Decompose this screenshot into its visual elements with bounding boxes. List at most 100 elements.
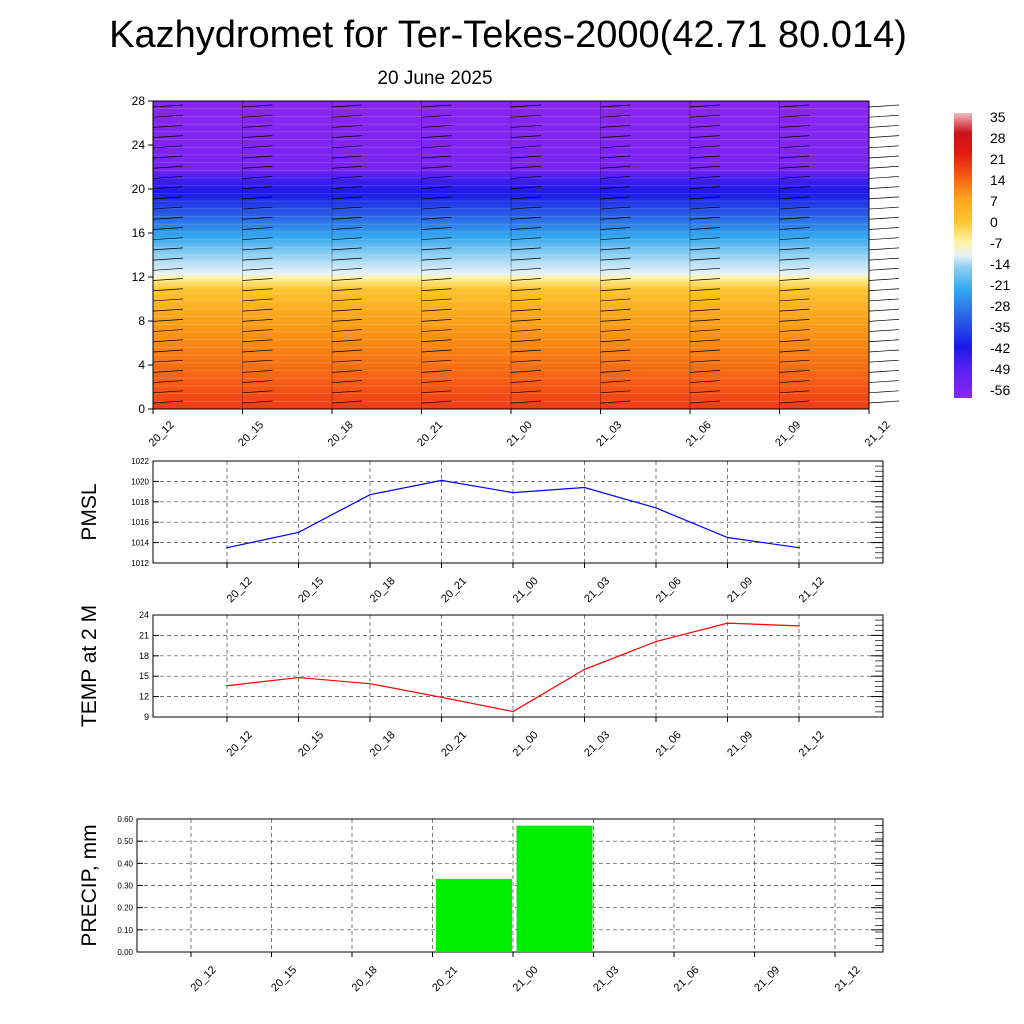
- x-tick-label: 20_15: [296, 575, 326, 605]
- wind-barb: [689, 125, 721, 128]
- wind-barb: [510, 400, 542, 404]
- wind-barb: [152, 359, 184, 363]
- wind-barb: [600, 114, 631, 118]
- wind-barb: [152, 125, 184, 128]
- wind-barb: [421, 176, 452, 179]
- wind-barb: [510, 329, 542, 332]
- wind-barb: [600, 339, 631, 343]
- heatmap-x-tick-label: 21_03: [594, 419, 624, 449]
- x-tick-label: 20_15: [269, 964, 299, 994]
- wind-barb: [152, 206, 184, 210]
- x-tick-label: 21_12: [797, 575, 827, 605]
- wind-barb: [421, 206, 452, 210]
- wind-barb: [868, 318, 900, 322]
- x-tick-label: 21_09: [725, 575, 755, 605]
- heatmap-x-tick-label: 20_18: [326, 419, 356, 449]
- wind-barb: [242, 247, 273, 251]
- wind-barb: [868, 370, 900, 373]
- heatmap-x-tick-label: 21_12: [863, 419, 893, 449]
- colorbar-label: -21: [990, 277, 1010, 293]
- wind-barb: [421, 308, 452, 312]
- wind-barb: [868, 165, 900, 169]
- panel-background: [153, 615, 883, 717]
- heatmap-x-tick-label: 20_21: [415, 419, 445, 449]
- wind-barb: [779, 288, 810, 292]
- wind-barb: [600, 125, 631, 128]
- wind-barb: [152, 308, 184, 312]
- x-tick-label: 21_00: [511, 575, 541, 605]
- wind-barb: [779, 165, 810, 169]
- wind-barb: [331, 380, 363, 383]
- wind-barb: [421, 247, 452, 251]
- wind-barb: [510, 125, 542, 128]
- wind-barb: [331, 186, 363, 190]
- wind-barb: [152, 165, 184, 169]
- wind-barb: [689, 380, 721, 383]
- heatmap-y-tick-label: 24: [132, 138, 146, 152]
- colorbar-label: -7: [990, 235, 1003, 251]
- wind-barb: [421, 267, 452, 271]
- wind-barb: [421, 155, 452, 159]
- wind-barb: [152, 329, 184, 332]
- y-axis-label: TEMP at 2 M: [78, 605, 101, 727]
- y-tick-label: 0.60: [117, 815, 133, 824]
- precip-panel: 0.00 0.10 0.20 0.30 0.40 0.50 0.60 20_12 20_15 20…: [78, 815, 884, 994]
- wind-barb: [779, 339, 810, 343]
- wind-barb: [510, 318, 542, 322]
- wind-barb: [510, 206, 542, 210]
- colorbar-label: -49: [990, 361, 1010, 377]
- wind-barb: [242, 267, 273, 271]
- wind-barb: [242, 227, 273, 230]
- wind-barb: [242, 380, 273, 383]
- wind-barb: [421, 216, 452, 220]
- wind-barb: [689, 165, 721, 169]
- wind-barb: [331, 114, 363, 118]
- y-tick-label: 9: [144, 712, 149, 722]
- wind-barb: [331, 247, 363, 251]
- wind-barb: [689, 298, 721, 302]
- wind-barb: [152, 288, 184, 292]
- temp-point: [583, 668, 586, 671]
- wind-barb: [689, 206, 721, 210]
- wind-barb: [779, 145, 810, 149]
- wind-barb: [510, 237, 542, 241]
- x-tick-label: 21_06: [654, 575, 684, 605]
- wind-barb: [868, 298, 900, 302]
- wind-barb: [242, 155, 273, 159]
- wind-barb: [510, 359, 542, 363]
- wind-barb: [242, 176, 273, 179]
- wind-barb: [331, 237, 363, 241]
- temp-point: [369, 682, 371, 685]
- wind-barb: [779, 349, 810, 353]
- pmsl-point: [726, 536, 729, 539]
- wind-barb: [421, 114, 452, 118]
- pmsl-point: [655, 507, 657, 509]
- wind-barb: [689, 135, 721, 138]
- wind-barb: [868, 237, 900, 241]
- wind-barb: [421, 125, 452, 128]
- wind-barb: [331, 104, 363, 108]
- wind-barb: [421, 278, 452, 281]
- wind-barb: [868, 400, 900, 404]
- wind-barb: [868, 288, 900, 292]
- wind-barb: [152, 390, 184, 394]
- y-tick-label: 0.30: [117, 882, 133, 891]
- wind-barb: [689, 227, 721, 230]
- y-tick-label: 1022: [131, 457, 149, 466]
- temp-point: [297, 676, 300, 679]
- heatmap-y-tick-label: 28: [132, 94, 146, 108]
- wind-barb: [689, 216, 721, 220]
- wind-barb: [242, 370, 273, 373]
- wind-barb: [421, 329, 452, 332]
- wind-barb: [779, 104, 810, 108]
- temp-point: [726, 622, 729, 624]
- wind-barb: [421, 288, 452, 292]
- wind-barb: [600, 370, 631, 373]
- x-tick-label: 21_12: [797, 729, 827, 759]
- wind-barb: [510, 257, 542, 261]
- wind-barb: [510, 288, 542, 292]
- wind-barb: [600, 329, 631, 332]
- wind-barb: [152, 227, 184, 230]
- wind-barb: [152, 380, 184, 383]
- x-tick-label: 20_18: [350, 964, 380, 994]
